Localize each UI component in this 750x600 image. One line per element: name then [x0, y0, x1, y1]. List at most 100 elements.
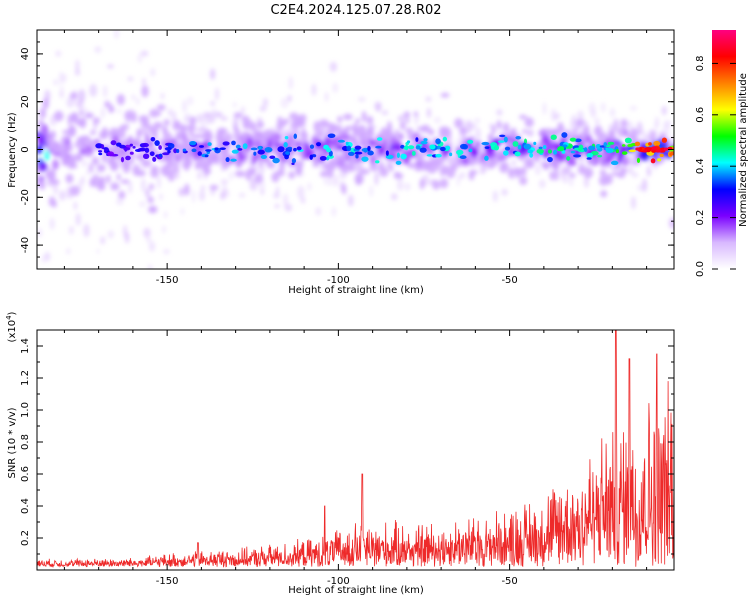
- spectrogram-band-blob: [432, 179, 441, 190]
- spectrogram-band-blob: [141, 85, 149, 98]
- spectrogram-band-blob: [271, 145, 277, 151]
- spectrogram-noise-blob: [53, 182, 58, 195]
- spectrogram-band-blob: [468, 158, 475, 166]
- spectrogram-noise-blob: [55, 50, 62, 57]
- spectrogram-band-blob: [136, 129, 142, 139]
- spectrogram-band-blob: [120, 179, 130, 184]
- spectrogram-core-blob: [444, 145, 451, 151]
- spectrogram-noise-blob: [262, 98, 269, 107]
- spectrogram-noise-blob: [115, 197, 124, 206]
- spectrogram-noise-blob: [53, 79, 58, 86]
- spectrogram-core-blob: [615, 149, 620, 154]
- spectrogram-core-blob: [231, 140, 236, 146]
- spectrogram-band-blob: [204, 157, 213, 168]
- spectrogram-band-blob: [508, 167, 514, 179]
- spectrogram-noise-blob: [433, 116, 441, 124]
- spectrogram-band-blob: [490, 156, 496, 166]
- spectrogram-band-blob: [663, 144, 669, 149]
- y-tick-label: 40: [20, 48, 31, 61]
- spectrogram-noise-blob: [259, 105, 267, 112]
- spectrogram-band-blob: [167, 169, 175, 182]
- spectrogram-core-blob: [605, 147, 614, 154]
- spectrogram-core-blob: [293, 147, 297, 152]
- spectrogram-band-blob: [503, 122, 510, 134]
- spectrogram-band-blob: [217, 128, 228, 134]
- spectrogram-noise-blob: [456, 135, 463, 146]
- spectrogram-noise-blob: [145, 188, 151, 198]
- spectrogram-core-blob: [345, 141, 349, 145]
- spectrogram-core-blob: [467, 139, 474, 144]
- spectrogram-core-blob: [493, 145, 500, 151]
- spectrogram-noise-blob: [425, 96, 432, 102]
- spectrogram-band-blob: [90, 129, 96, 136]
- spectrogram-band-blob: [200, 160, 206, 170]
- spectrogram-core-blob: [415, 137, 419, 142]
- spectrogram-band-blob: [454, 118, 463, 129]
- spectrogram-band-blob: [68, 125, 76, 137]
- spectrogram-core-blob: [498, 140, 505, 143]
- spectrogram-noise-blob: [610, 107, 616, 118]
- spectrogram-core-blob: [468, 148, 473, 153]
- spectrogram-band-blob: [569, 173, 576, 178]
- spectrogram-noise-blob: [107, 64, 114, 69]
- spectrogram-core-blob: [158, 153, 163, 158]
- spectrogram-noise-blob: [641, 178, 648, 192]
- spectrogram-core-blob: [659, 153, 664, 158]
- spectrogram-band-blob: [37, 131, 42, 137]
- spectrogram-band-blob: [68, 142, 73, 153]
- spectrogram-noise-blob: [73, 201, 78, 211]
- spectrogram-core-blob: [162, 152, 170, 156]
- spectrogram-core-blob: [578, 144, 584, 151]
- spectrogram-core-blob: [309, 154, 313, 160]
- spectrogram-core-blob: [459, 155, 467, 160]
- spectrogram-noise-blob: [220, 116, 228, 121]
- spectrogram-noise-blob: [374, 101, 382, 111]
- spectrogram-band-blob: [245, 169, 252, 181]
- spectrogram-core-blob: [154, 140, 160, 146]
- spectrogram-band-blob: [342, 113, 353, 121]
- spectrogram-band-blob: [398, 132, 404, 141]
- spectrogram-noise-blob: [83, 223, 90, 238]
- spectrogram-core-blob: [603, 142, 608, 147]
- spectrogram-core-blob: [557, 146, 565, 152]
- spectrogram-band-blob: [608, 129, 616, 140]
- spectrogram-core-blob: [375, 160, 380, 164]
- spectrogram-band-blob: [506, 139, 513, 149]
- spectrogram-band-blob: [557, 122, 564, 130]
- spectrogram-band-blob: [496, 119, 502, 130]
- spectrogram-band-blob: [187, 123, 195, 134]
- spectrogram-core-blob: [107, 153, 116, 157]
- spectrogram-core-blob: [264, 146, 273, 153]
- spectrogram-band-blob: [621, 155, 629, 163]
- spectrogram-band-blob: [257, 121, 265, 128]
- spectrogram-band-blob: [238, 153, 246, 161]
- spectrogram-core-blob: [100, 144, 105, 150]
- spectrogram-band-blob: [604, 173, 613, 185]
- spectrogram-band-blob: [234, 170, 245, 177]
- spectrogram-noise-blob: [182, 99, 187, 113]
- spectrogram-core-blob: [337, 139, 346, 143]
- spectrogram-band-blob: [367, 125, 373, 131]
- colorbar-ticks: 0.0 0.2 0.4 0.6 0.8: [695, 55, 736, 277]
- spectrogram-core-blob: [423, 138, 428, 142]
- spectrogram-band-blob: [180, 124, 188, 132]
- spectrogram-band-blob: [254, 173, 264, 184]
- spectrogram-core-blob: [597, 154, 603, 158]
- spectrogram-band-blob: [163, 163, 173, 170]
- spectrogram-core-blob: [621, 151, 628, 155]
- spectrogram-core-blob: [503, 136, 508, 143]
- spectrogram-core-blob: [499, 134, 506, 138]
- spectrogram-core-blob: [529, 152, 534, 158]
- spectrogram-band-blob: [149, 108, 160, 118]
- spectrogram-core-blob: [319, 155, 327, 161]
- spectrogram-noise-blob: [210, 188, 215, 196]
- spectrogram-band-blob: [440, 164, 448, 176]
- spectrogram-core-blob: [285, 151, 290, 155]
- snr-x-axis-label: Height of straight line (km): [288, 585, 424, 596]
- spectrogram-band-blob: [584, 135, 592, 144]
- y-tick-label: 0: [20, 146, 31, 152]
- spectrogram-band-blob: [617, 127, 625, 138]
- spectrogram-band-blob: [143, 115, 150, 125]
- spectrogram-band-blob: [336, 124, 343, 137]
- spectrogram-band-blob: [319, 128, 324, 139]
